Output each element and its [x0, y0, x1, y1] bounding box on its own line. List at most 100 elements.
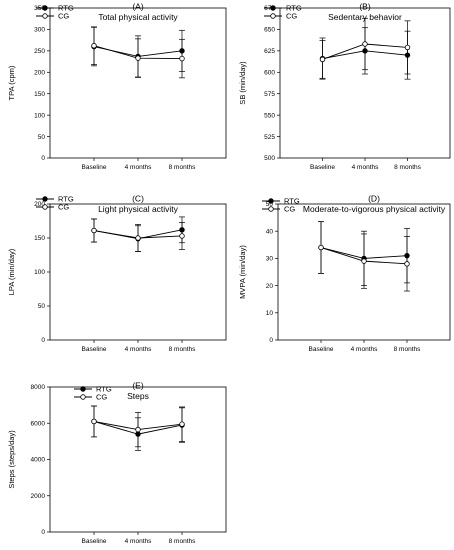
- y-tick-label: 50: [38, 303, 46, 310]
- x-tick-label: Baseline: [309, 346, 334, 353]
- y-tick-label: 100: [34, 269, 45, 276]
- y-axis-label: LPA (min/day): [7, 248, 16, 295]
- y-tick-label: 4000: [31, 457, 46, 464]
- data-point-cg: [91, 227, 97, 234]
- data-point-cg: [318, 244, 324, 251]
- y-tick-label: 650: [264, 27, 275, 34]
- y-tick-label: 50: [266, 201, 274, 208]
- data-point-cg: [361, 258, 367, 264]
- x-tick-label: 4 months: [125, 164, 152, 171]
- y-tick-label: 10: [266, 310, 274, 317]
- panel-letter: (D): [368, 194, 380, 204]
- chart-panel-1: 0 50 100 150 200 250 300 350 Baseline 4 months 8 m…: [7, 2, 227, 171]
- y-tick-label: 350: [34, 5, 45, 12]
- data-point-cg: [135, 426, 141, 433]
- y-tick-label: 625: [264, 48, 275, 55]
- y-tick-label: 550: [264, 112, 275, 119]
- x-tick-label: 8 months: [394, 346, 421, 353]
- y-tick-label: 250: [34, 48, 45, 55]
- plot-frame: [49, 7, 227, 159]
- x-tick-label: 4 months: [351, 346, 378, 353]
- chart-title: Steps: [127, 391, 149, 401]
- legend-marker: [42, 204, 48, 210]
- y-tick-label: 0: [269, 337, 273, 344]
- y-tick-label: 575: [264, 91, 275, 98]
- y-tick-label: 525: [264, 134, 275, 141]
- y-tick-label: 200: [34, 201, 45, 208]
- legend-marker: [80, 394, 86, 400]
- data-point-cg: [135, 235, 141, 241]
- chart-title: Total physical activity: [98, 12, 178, 22]
- y-tick-label: 40: [266, 228, 274, 235]
- legend-marker: [268, 198, 274, 204]
- data-point-cg: [179, 233, 185, 239]
- y-tick-label: 675: [264, 5, 275, 12]
- panel-letter: (C): [132, 194, 144, 204]
- x-tick-label: 8 months: [169, 346, 196, 353]
- legend-marker: [42, 13, 48, 19]
- panel-letter: (A): [132, 2, 144, 12]
- y-tick-label: 8000: [31, 384, 46, 391]
- chart-title: Light physical activity: [98, 204, 179, 214]
- legend-label: RTG: [286, 4, 302, 13]
- x-tick-label: 4 months: [125, 538, 152, 545]
- data-point-cg: [135, 55, 141, 61]
- y-axis-label: SB (min/day): [238, 61, 247, 105]
- legend-marker: [42, 196, 48, 202]
- data-point-cg: [91, 418, 97, 425]
- x-tick-label: Baseline: [310, 164, 335, 171]
- y-tick-label: 20: [266, 283, 274, 290]
- x-tick-label: 8 months: [169, 164, 196, 171]
- y-tick-label: 30: [266, 256, 274, 263]
- legend-marker: [270, 13, 276, 19]
- y-tick-label: 500: [264, 155, 275, 162]
- y-tick-label: 6000: [31, 420, 46, 427]
- x-tick-label: Baseline: [82, 346, 107, 353]
- x-tick-label: Baseline: [82, 538, 107, 545]
- x-tick-label: 8 months: [169, 538, 196, 545]
- chart-title: Sedentary behavior: [328, 12, 402, 22]
- y-tick-label: 2000: [31, 493, 46, 500]
- data-point-cg: [91, 43, 97, 49]
- chart-panel-3: 0 50 100 150 200 Baseline 4 months 8 months LPA …: [7, 194, 227, 353]
- panel-letter: (E): [132, 381, 144, 391]
- data-point-cg: [362, 41, 368, 47]
- legend-label: CG: [58, 203, 69, 212]
- plot-frame: [49, 386, 227, 533]
- legend-marker: [268, 206, 274, 212]
- y-tick-label: 0: [41, 529, 45, 536]
- legend-label: CG: [284, 205, 295, 214]
- legend-label: RTG: [58, 195, 74, 204]
- data-point-cg: [319, 56, 326, 63]
- legend-label: RTG: [58, 4, 74, 13]
- data-point-cg: [179, 55, 185, 62]
- legend-label: RTG: [96, 385, 112, 394]
- chart-panel-2: 500 525 550 575 600 625 650 675 Baseline 4 months…: [238, 2, 451, 171]
- data-point-cg: [404, 44, 411, 51]
- data-point-cg: [404, 261, 410, 267]
- data-point-cg: [179, 421, 185, 427]
- legend-marker: [80, 386, 86, 392]
- y-axis-label: TPA (cpm): [7, 65, 16, 100]
- legend-label: CG: [96, 393, 107, 402]
- panel-letter: (B): [359, 2, 371, 12]
- x-tick-label: 4 months: [352, 164, 379, 171]
- legend-label: CG: [286, 12, 297, 21]
- y-tick-label: 0: [41, 155, 45, 162]
- y-tick-label: 50: [38, 134, 46, 141]
- chart-title: Moderate-to-vigorous physical activity: [303, 204, 446, 214]
- y-tick-label: 100: [34, 112, 45, 119]
- y-tick-label: 200: [34, 69, 45, 76]
- y-axis-label: MVPA (min/day): [238, 245, 247, 299]
- chart-panel-5: 0 2000 4000 6000 8000 Baseline 4 months 8 month…: [7, 381, 227, 545]
- x-tick-label: 4 months: [125, 346, 152, 353]
- legend-label: CG: [58, 12, 69, 21]
- chart-panel-4: 0 10 20 30 40 50 Baseline 4 months 8 months MVPA …: [238, 194, 451, 353]
- y-axis-label: Steps (steps/day): [7, 430, 16, 489]
- x-tick-label: Baseline: [82, 164, 107, 171]
- legend-label: RTG: [284, 197, 300, 206]
- legend-marker: [270, 5, 276, 11]
- legend-marker: [42, 5, 48, 11]
- y-tick-label: 600: [264, 69, 275, 76]
